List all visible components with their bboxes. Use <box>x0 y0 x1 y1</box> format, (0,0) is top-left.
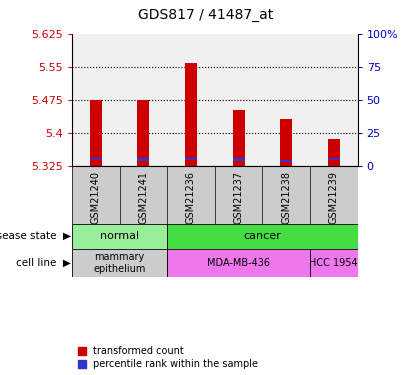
Bar <box>72 249 167 278</box>
Bar <box>167 249 310 278</box>
Bar <box>328 139 340 166</box>
Bar <box>328 158 340 160</box>
Bar <box>310 249 358 278</box>
Bar <box>280 119 292 166</box>
Text: normal: normal <box>100 231 139 241</box>
Bar <box>185 63 197 166</box>
Bar <box>233 158 245 160</box>
Bar <box>72 224 167 249</box>
Text: cancer: cancer <box>243 231 281 241</box>
Text: cell line  ▶: cell line ▶ <box>16 258 71 268</box>
Text: MDA-MB-436: MDA-MB-436 <box>207 258 270 268</box>
Bar <box>167 224 358 249</box>
Text: HCC 1954: HCC 1954 <box>309 258 358 268</box>
Bar <box>185 158 197 160</box>
Text: GDS817 / 41487_at: GDS817 / 41487_at <box>138 9 273 22</box>
Text: GSM21238: GSM21238 <box>281 171 291 224</box>
Bar <box>90 158 102 160</box>
Bar <box>90 100 102 166</box>
Text: mammary
epithelium: mammary epithelium <box>93 252 146 274</box>
Bar <box>137 100 149 166</box>
Text: disease state  ▶: disease state ▶ <box>0 231 71 241</box>
Text: GSM21236: GSM21236 <box>186 171 196 224</box>
Text: GSM21241: GSM21241 <box>139 171 148 224</box>
Bar <box>137 158 149 160</box>
Legend: transformed count, percentile rank within the sample: transformed count, percentile rank withi… <box>77 345 259 370</box>
Bar <box>280 160 292 162</box>
Text: GSM21239: GSM21239 <box>329 171 339 224</box>
Text: GSM21240: GSM21240 <box>91 171 101 224</box>
Bar <box>233 110 245 166</box>
Text: GSM21237: GSM21237 <box>233 171 244 224</box>
